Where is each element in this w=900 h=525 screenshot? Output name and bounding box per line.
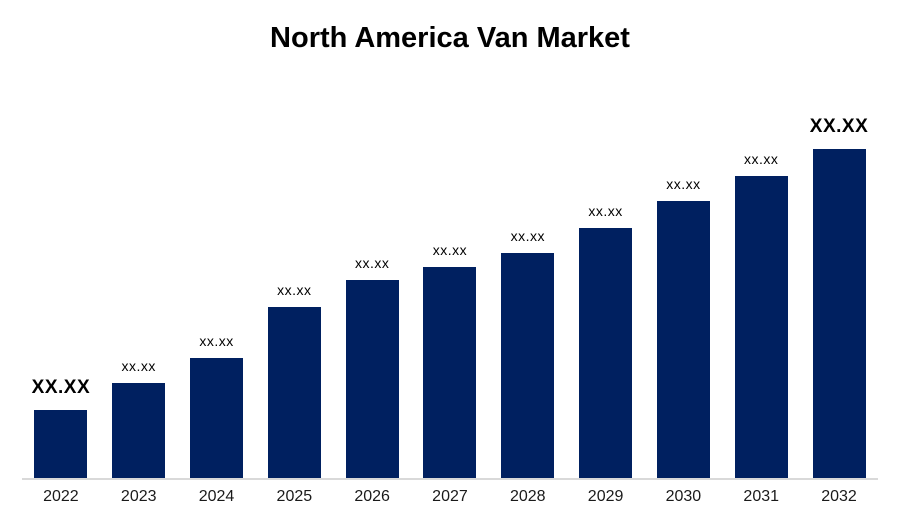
bar-value-label-2022: XX.XX (31, 377, 91, 398)
bar-2029 (579, 228, 633, 478)
x-tick-2027: 2027 (432, 488, 468, 505)
bar-value-label-2024: xx.xx (199, 333, 234, 349)
bar-group-2028: xx.xx (489, 78, 567, 478)
x-tick-2028: 2028 (509, 488, 546, 505)
bar-2025 (267, 307, 321, 478)
x-axis: 2022 2023 2024 2025 2026 2027 2028 2029 2030 2031… (22, 488, 878, 506)
bar-group-2029: xx.xx (567, 78, 645, 478)
bar-2032 (812, 149, 866, 478)
bar-group-2022: XX.XX (22, 78, 100, 478)
bar-value-label-2023: xx.xx (121, 358, 156, 374)
bar-2024 (190, 358, 244, 478)
bar-value-label-2030: xx.xx (666, 176, 701, 192)
bar-2030 (656, 201, 710, 478)
bar-value-label-2031: xx.xx (744, 151, 779, 167)
bar-group-2026: xx.xx (333, 78, 411, 478)
plot-area: XX.XX xx.xx xx.xx xx.xx xx.xx xx.xx xx.xx xx.xx… (22, 78, 878, 480)
x-tick-2023: 2023 (120, 488, 157, 505)
bar-value-label-2025: xx.xx (277, 282, 312, 298)
bar-2031 (734, 176, 788, 478)
bar-group-2027: xx.xx (411, 78, 489, 478)
x-tick-2024: 2024 (198, 488, 235, 505)
bar-value-label-2027: xx.xx (432, 242, 468, 258)
x-tick-2031: 2031 (743, 488, 780, 505)
bar-2028 (501, 253, 555, 478)
x-tick-2029: 2029 (587, 488, 624, 505)
x-tick-2022: 2022 (43, 488, 79, 505)
bar-2023 (112, 383, 166, 478)
x-tick-2030: 2030 (665, 488, 702, 505)
x-tick-2026: 2026 (354, 488, 390, 505)
bar-value-label-2029: xx.xx (588, 203, 623, 219)
bar-2026 (345, 280, 399, 478)
bar-group-2023: xx.xx (100, 78, 178, 478)
bar-value-label-2032: XX.XX (809, 116, 869, 137)
bar-value-label-2026: xx.xx (354, 255, 390, 271)
bar-group-2031: xx.xx (722, 78, 800, 478)
bar-2027 (423, 267, 477, 478)
bar-value-label-2028: xx.xx (510, 228, 545, 244)
bar-2022 (34, 410, 88, 478)
x-tick-2025: 2025 (276, 488, 313, 505)
bar-group-2032: XX.XX (800, 78, 878, 478)
x-tick-2032: 2032 (821, 488, 857, 505)
bar-group-2030: xx.xx (645, 78, 723, 478)
bar-group-2024: xx.xx (178, 78, 256, 478)
chart-title: North America Van Market (270, 22, 630, 54)
bar-group-2025: xx.xx (255, 78, 333, 478)
